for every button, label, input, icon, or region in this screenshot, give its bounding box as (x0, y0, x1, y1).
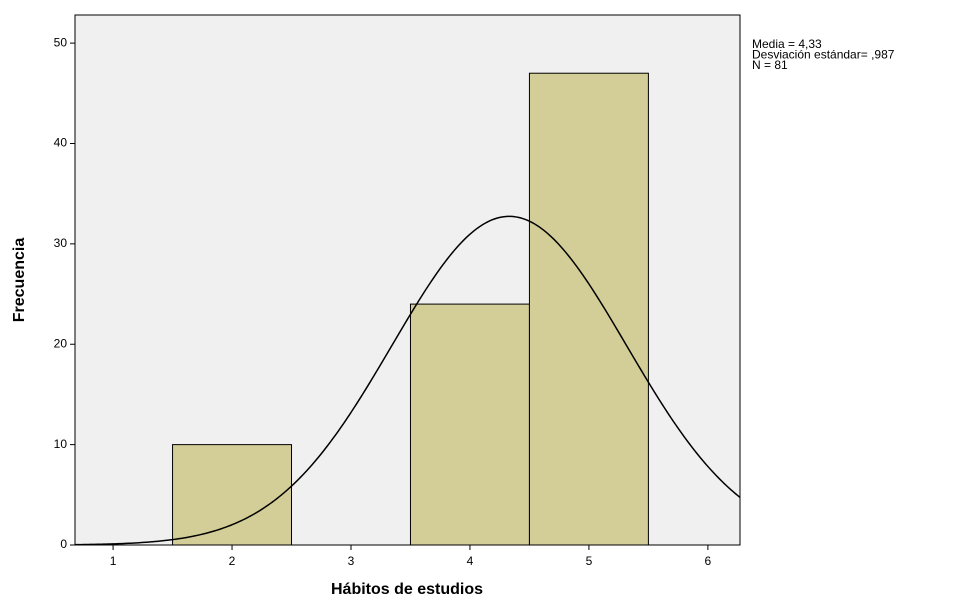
y-tick-label: 0 (60, 537, 67, 551)
y-tick-label: 40 (54, 136, 68, 150)
stats-annotation: Desviación estándar= ,987 (752, 48, 895, 62)
bar (409, 303, 530, 546)
y-tick-label: 10 (54, 437, 68, 451)
normal-curve (74, 215, 741, 546)
x-tick-label: 3 (348, 554, 355, 568)
y-tick-label: 50 (54, 35, 68, 49)
x-tick-label: 1 (110, 554, 117, 568)
stats-annotation: Media = 4,33 (752, 37, 822, 51)
x-tick-label: 2 (229, 554, 236, 568)
bar (172, 444, 293, 546)
bar (528, 72, 649, 546)
y-tick-label: 20 (54, 336, 68, 350)
y-tick-label: 30 (54, 236, 68, 250)
x-tick-label: 4 (467, 554, 474, 568)
x-tick-label: 5 (586, 554, 593, 568)
x-axis-title: Hábitos de estudios (331, 581, 483, 598)
stats-annotation: N = 81 (752, 58, 788, 72)
y-axis-title: Frecuencia (11, 238, 28, 323)
x-tick-label: 6 (705, 554, 712, 568)
